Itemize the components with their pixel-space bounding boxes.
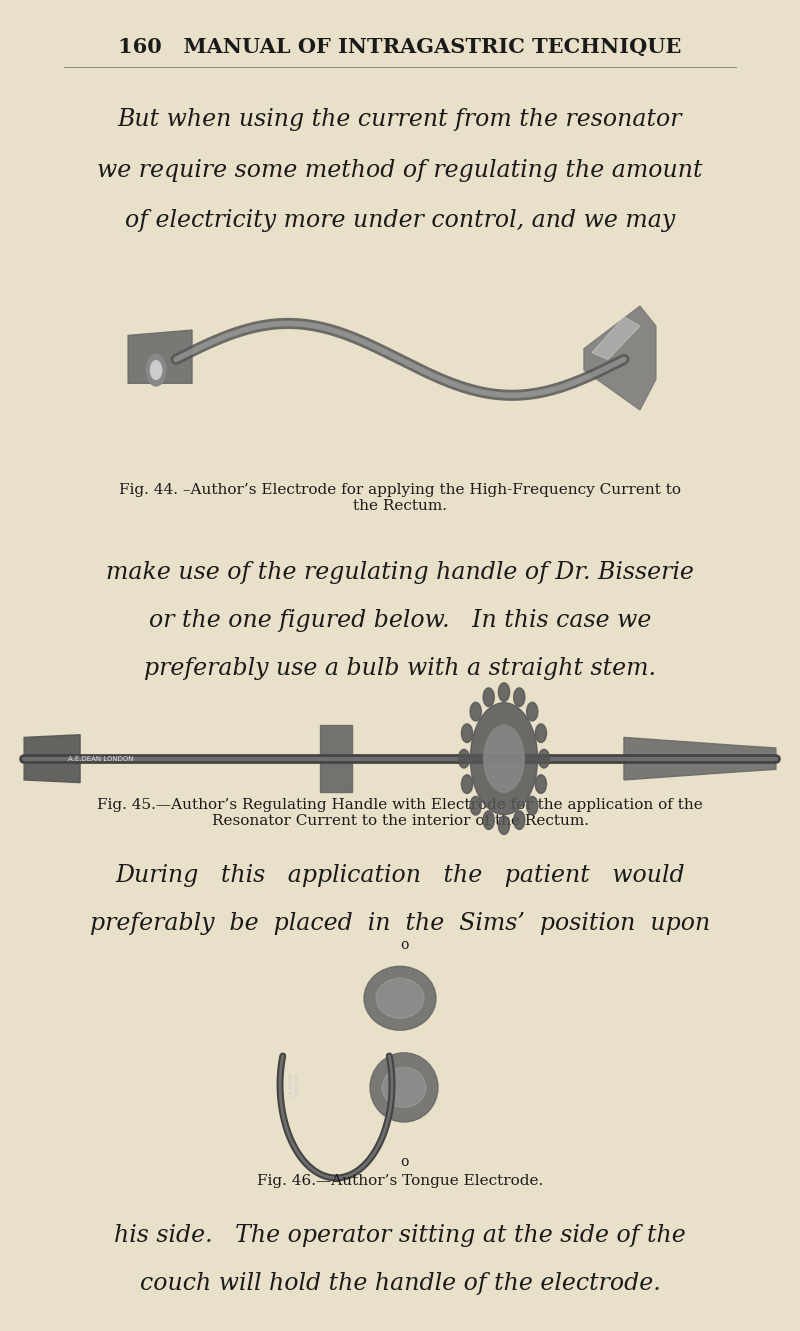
Circle shape (535, 775, 546, 793)
Ellipse shape (364, 966, 436, 1030)
Ellipse shape (370, 1053, 438, 1122)
Circle shape (526, 796, 538, 815)
Circle shape (458, 749, 470, 768)
Text: Fig. 45.—Author’s Regulating Handle with Electrode for the application of the: Fig. 45.—Author’s Regulating Handle with… (97, 799, 703, 812)
Text: But when using the current from the resonator: But when using the current from the reso… (118, 108, 682, 132)
Polygon shape (624, 737, 776, 780)
Polygon shape (320, 725, 352, 792)
Circle shape (150, 361, 162, 379)
Polygon shape (24, 735, 80, 783)
Ellipse shape (376, 978, 424, 1018)
Text: o: o (400, 938, 408, 952)
Text: Fig. 46.—Author’s Tongue Electrode.: Fig. 46.—Author’s Tongue Electrode. (257, 1174, 543, 1187)
Circle shape (470, 703, 482, 721)
Circle shape (470, 796, 482, 815)
Circle shape (470, 703, 538, 815)
Text: of electricity more under control, and we may: of electricity more under control, and w… (125, 209, 675, 233)
Text: A.E.DEAN
LONDON: A.E.DEAN LONDON (289, 1071, 300, 1098)
Text: couch will hold the handle of the electrode.: couch will hold the handle of the electr… (140, 1271, 660, 1295)
Circle shape (535, 724, 546, 743)
Circle shape (526, 703, 538, 721)
Text: Fig. 44. –Author’s Electrode for applying the High-Frequency Current to: Fig. 44. –Author’s Electrode for applyin… (119, 483, 681, 496)
Circle shape (498, 816, 510, 835)
Circle shape (514, 688, 525, 707)
Text: During   this   application   the   patient   would: During this application the patient woul… (115, 864, 685, 888)
Text: the Rectum.: the Rectum. (353, 499, 447, 512)
Polygon shape (128, 330, 192, 383)
Circle shape (484, 725, 524, 792)
Text: preferably use a bulb with a straight stem.: preferably use a bulb with a straight st… (144, 656, 656, 680)
Circle shape (483, 688, 494, 707)
Polygon shape (592, 317, 640, 359)
Text: or the one figured below.   In this case we: or the one figured below. In this case w… (149, 608, 651, 632)
Text: o: o (400, 1155, 408, 1169)
Circle shape (462, 724, 473, 743)
Circle shape (483, 811, 494, 829)
Circle shape (538, 749, 550, 768)
Circle shape (498, 683, 510, 701)
Circle shape (462, 775, 473, 793)
Text: A.E.DEAN LONDON: A.E.DEAN LONDON (68, 756, 134, 761)
Text: we require some method of regulating the amount: we require some method of regulating the… (98, 158, 702, 182)
Text: preferably  be  placed  in  the  Sims’  position  upon: preferably be placed in the Sims’ positi… (90, 912, 710, 936)
Ellipse shape (382, 1067, 426, 1107)
Text: his side.   The operator sitting at the side of the: his side. The operator sitting at the si… (114, 1223, 686, 1247)
Polygon shape (584, 306, 656, 410)
Text: Resonator Current to the interior of the Rectum.: Resonator Current to the interior of the… (211, 815, 589, 828)
Circle shape (514, 811, 525, 829)
Text: 160   MANUAL OF INTRAGASTRIC TECHNIQUE: 160 MANUAL OF INTRAGASTRIC TECHNIQUE (118, 36, 682, 57)
Text: make use of the regulating handle of Dr. Bisserie: make use of the regulating handle of Dr.… (106, 560, 694, 584)
Circle shape (146, 354, 166, 386)
